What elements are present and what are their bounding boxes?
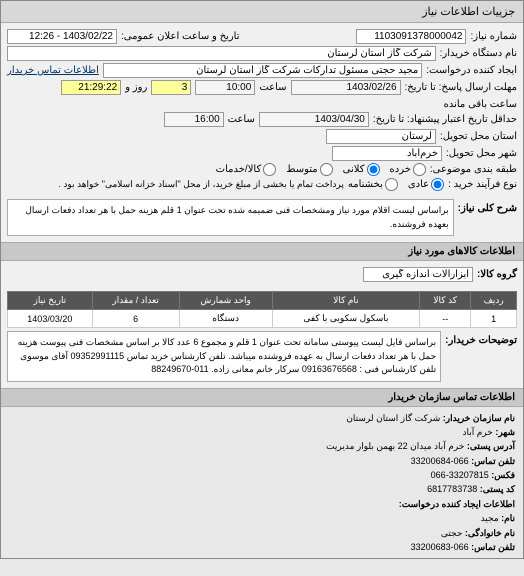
general-desc-box: براساس لیست اقلام مورد نیاز ومشخصات فنی … xyxy=(7,199,454,236)
deadline-date-field[interactable] xyxy=(291,80,401,95)
contact-name: مجید xyxy=(481,513,499,523)
pack-radio-group: خرده کلانی متوسط کالا/خدمات xyxy=(216,163,426,176)
announce-date-field[interactable] xyxy=(7,29,117,44)
contact-address-label: آدرس پستی: xyxy=(467,441,515,451)
contact-org: شرکت گاز استان لرستان xyxy=(346,413,440,423)
table-header-row: ردیف کد کالا نام کالا واحد شمارش تعداد /… xyxy=(8,292,517,310)
process-note: پرداخت تمام یا بخشی از مبلغ خرید، از محل… xyxy=(58,179,343,190)
cell-date: 1403/03/20 xyxy=(8,310,93,328)
requester-field[interactable] xyxy=(103,63,422,78)
goods-group-label: گروه کالا: xyxy=(477,269,517,280)
panel-header: جزییات اطلاعات نیاز xyxy=(1,1,523,23)
min-delivery-time-field[interactable] xyxy=(164,112,224,127)
contact-req-phone: 066-33200683 xyxy=(411,542,469,552)
remaining-days-label: روز و xyxy=(125,82,147,93)
delivery-province-field[interactable] xyxy=(326,129,436,144)
contact-postal-label: کد پستی: xyxy=(480,484,515,494)
process-radio-group: عادی بخشنامه xyxy=(348,178,444,191)
delivery-province-label: استان محل تحویل: xyxy=(440,131,517,142)
th-index: ردیف xyxy=(471,292,517,310)
table-row[interactable]: 1 -- باسکول سکویی با کفی دستگاه 6 1403/0… xyxy=(8,310,517,328)
buyer-org-field[interactable] xyxy=(7,46,436,61)
contact-city: خرم آباد xyxy=(462,427,492,437)
remaining-time-label: ساعت باقی مانده xyxy=(444,99,517,110)
contact-name-label: نام: xyxy=(501,513,515,523)
contact-lname-label: نام خانوادگی: xyxy=(465,528,515,538)
th-qty: تعداد / مقدار xyxy=(92,292,179,310)
details-panel: جزییات اطلاعات نیاز شماره نیاز: تاریخ و … xyxy=(0,0,524,559)
pack-radio-medium[interactable]: متوسط xyxy=(286,163,332,176)
th-unit: واحد شمارش xyxy=(179,292,272,310)
request-number-field[interactable] xyxy=(356,29,466,44)
cell-code: -- xyxy=(420,310,471,328)
remaining-days-field xyxy=(151,80,191,95)
announce-date-label: تاریخ و ساعت اعلان عمومی: xyxy=(121,31,240,42)
panel-title: جزییات اطلاعات نیاز xyxy=(422,6,515,18)
contact-fax: 33207815-066 xyxy=(431,470,489,480)
buyer-notes-box: براساس فایل لیست پیوستی سامانه تحت عنوان… xyxy=(7,331,441,382)
cell-unit: دستگاه xyxy=(179,310,272,328)
cell-name: باسکول سکویی با کفی xyxy=(272,310,419,328)
contact-lname: حجتی xyxy=(441,528,463,538)
pack-radio-retail[interactable]: خرده xyxy=(390,163,426,176)
deadline-time-label: ساعت xyxy=(259,82,286,93)
process-radio-directive[interactable]: بخشنامه xyxy=(348,178,398,191)
remaining-time-field xyxy=(61,80,121,95)
pack-class-label: طبقه بندی موضوعی: xyxy=(430,164,517,175)
requester-label: ایجاد کننده درخواست: xyxy=(426,65,517,76)
contact-req-phone-label: تلفن تماس: xyxy=(471,542,515,552)
deadline-time-field[interactable] xyxy=(195,80,255,95)
contact-phone-label: تلفن تماس: xyxy=(471,456,515,466)
min-delivery-date-field[interactable] xyxy=(259,112,369,127)
contact-org-label: نام سازمان خریدار: xyxy=(443,413,515,423)
min-delivery-label: حداقل تاریخ اعتبار پیشنهاد: تا تاریخ: xyxy=(373,114,517,125)
contact-postal: 6817783738 xyxy=(427,484,477,494)
cell-qty: 6 xyxy=(92,310,179,328)
th-code: کد کالا xyxy=(420,292,471,310)
th-name: نام کالا xyxy=(272,292,419,310)
goods-group-field[interactable] xyxy=(363,267,473,282)
contact-fax-label: فکس: xyxy=(491,470,515,480)
delivery-city-label: شهر محل تحویل: xyxy=(446,148,517,159)
min-delivery-time-label: ساعت xyxy=(228,114,255,125)
process-radio-normal[interactable]: عادی xyxy=(408,178,444,191)
buyer-contact-link[interactable]: اطلاعات تماس خریدار xyxy=(7,65,99,76)
contact-address: خرم آباد میدان 22 بهمن بلوار مدیریت xyxy=(326,441,464,451)
buyer-notes-label: توضیحات خریدار: xyxy=(445,331,517,346)
th-date: تاریخ نیاز xyxy=(8,292,93,310)
req-creator-section: اطلاعات ایجاد کننده درخواست: xyxy=(399,499,515,509)
pack-radio-wholesale[interactable]: کلانی xyxy=(343,163,380,176)
buyer-org-label: نام دستگاه خریدار: xyxy=(440,48,517,59)
deadline-label: مهلت ارسال پاسخ: تا تاریخ: xyxy=(405,82,517,93)
request-number-label: شماره نیاز: xyxy=(470,31,517,42)
contact-section-title: اطلاعات تماس سازمان خریدار xyxy=(1,388,523,407)
goods-table: ردیف کد کالا نام کالا واحد شمارش تعداد /… xyxy=(7,291,517,328)
cell-index: 1 xyxy=(471,310,517,328)
contact-phone: 066-33200684 xyxy=(411,456,469,466)
contact-city-label: شهر: xyxy=(495,427,515,437)
pack-radio-goods[interactable]: کالا/خدمات xyxy=(216,163,277,176)
form-section: شماره نیاز: تاریخ و ساعت اعلان عمومی: نا… xyxy=(1,23,523,197)
goods-section-title: اطلاعات کالاهای مورد نیاز xyxy=(1,242,523,261)
delivery-city-field[interactable] xyxy=(332,146,442,161)
contact-block: نام سازمان خریدار: شرکت گاز استان لرستان… xyxy=(1,407,523,559)
general-desc-label: شرح کلی نیاز: xyxy=(458,199,517,214)
process-type-label: نوع فرآیند خرید : xyxy=(448,179,517,190)
